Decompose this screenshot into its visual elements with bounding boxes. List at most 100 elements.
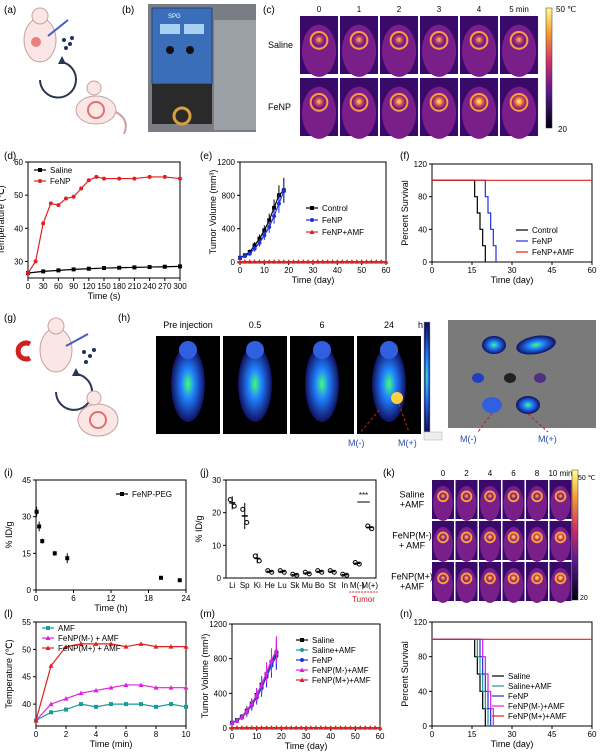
- data-point: [342, 725, 348, 730]
- mouse-body-signal: [171, 346, 205, 422]
- thermal-ring: [484, 490, 496, 503]
- time-label: 24: [384, 320, 394, 330]
- data-point: [33, 259, 38, 264]
- data-point: [162, 264, 167, 269]
- thermal-ring: [429, 93, 449, 112]
- data-point: [357, 725, 363, 730]
- data-point: [79, 702, 83, 707]
- data-point: [268, 725, 274, 730]
- colorbar-min-c: 20: [558, 125, 567, 134]
- panel-label-e: (e): [200, 151, 212, 162]
- series-line: [27, 176, 181, 274]
- thermal-hotspot: [556, 492, 565, 500]
- data-point: [264, 670, 270, 675]
- thermal-ring: [507, 572, 520, 585]
- data-point: [319, 569, 325, 575]
- ex-vivo-tissue-image-h: [448, 320, 596, 433]
- data-point: [347, 725, 353, 730]
- thermal-hotspot: [555, 573, 566, 584]
- panel-label-n: (n): [400, 609, 412, 620]
- x-tick-label: Li: [229, 581, 235, 590]
- data-point: [184, 704, 188, 709]
- x-tick-label: 8: [154, 730, 159, 739]
- series-line: [432, 638, 492, 726]
- data-point: [356, 561, 362, 567]
- row-label: FeNP: [268, 102, 291, 112]
- thermal-ring: [484, 572, 496, 585]
- data-point: [310, 218, 314, 222]
- data-point: [86, 178, 91, 183]
- data-point: [71, 267, 76, 272]
- data-point: [153, 644, 159, 649]
- thermal-ring: [349, 93, 369, 112]
- y-tick-label: 55: [22, 618, 31, 627]
- thermal-ring: [437, 531, 449, 544]
- y-tick-label: 60: [14, 158, 23, 167]
- data-point: [305, 259, 311, 264]
- data-point: [159, 575, 163, 580]
- y-tick-label: 80: [418, 653, 427, 662]
- thermal-ring: [509, 31, 529, 50]
- thermal-ring: [460, 572, 473, 585]
- x-axis-label: Time (day): [285, 741, 328, 751]
- x-tick-label: 4: [94, 730, 99, 739]
- data-point: [261, 259, 267, 264]
- thermal-hotspot: [485, 533, 495, 542]
- data-point: [240, 506, 246, 512]
- panel-label-b: (b): [122, 5, 134, 16]
- mouse-body-signal: [305, 346, 339, 422]
- x-axis-label: Time (s): [88, 291, 121, 301]
- data-point: [268, 657, 274, 663]
- x-tick-label: 15: [468, 730, 477, 739]
- legend-label: Saline: [50, 166, 73, 175]
- series-line: [35, 643, 186, 721]
- data-point: [283, 725, 289, 730]
- data-point: [291, 259, 297, 264]
- thermal-ring: [484, 531, 496, 544]
- thermal-hotspot: [392, 34, 406, 47]
- data-point: [238, 255, 242, 260]
- thermal-ring: [469, 31, 489, 50]
- x-tick-label: 24: [182, 594, 191, 603]
- data-point: [56, 203, 61, 208]
- x-tick-label: M(-): [350, 581, 365, 590]
- data-point: [147, 174, 152, 179]
- x-tick-label: 0: [238, 266, 243, 275]
- data-point: [318, 725, 324, 730]
- data-point: [256, 558, 262, 564]
- ex-vivo-label-m-minus: M(-): [460, 434, 477, 444]
- data-point: [41, 221, 46, 226]
- thermal-hotspot: [312, 34, 326, 47]
- data-point: [252, 243, 257, 248]
- x-tick-label: In: [341, 581, 348, 590]
- x-tick-label: 0: [26, 282, 31, 291]
- x-tick-label: M(+): [361, 581, 378, 590]
- data-point: [46, 626, 50, 630]
- data-point: [229, 720, 235, 725]
- legend-label: Saline: [312, 636, 335, 645]
- data-point: [281, 259, 287, 264]
- data-point: [123, 644, 129, 649]
- thermal-hotspot: [509, 492, 518, 500]
- x-axis-label: Time (day): [491, 739, 534, 749]
- data-point: [281, 569, 287, 575]
- data-point: [183, 644, 189, 649]
- x-tick-label: 18: [144, 594, 153, 603]
- panel-label-k: (k): [383, 468, 395, 479]
- legend-label: Control: [322, 204, 348, 213]
- data-point: [48, 201, 53, 206]
- data-point: [108, 641, 114, 646]
- thermal-colorbar-c: 50 ℃ 20: [545, 5, 576, 134]
- thermal-hotspot: [462, 492, 471, 500]
- x-tick-label: St: [328, 581, 336, 590]
- data-point: [93, 687, 99, 693]
- data-point: [38, 179, 42, 183]
- data-point: [256, 259, 262, 264]
- thermal-hotspot: [462, 574, 471, 583]
- data-point: [56, 268, 61, 273]
- data-point: [244, 725, 250, 730]
- x-tick-label: 30: [508, 730, 517, 739]
- plot-frame: [35, 621, 187, 727]
- thermal-ring: [469, 93, 489, 112]
- legend-label: FeNP(M-)+AMF: [508, 702, 565, 711]
